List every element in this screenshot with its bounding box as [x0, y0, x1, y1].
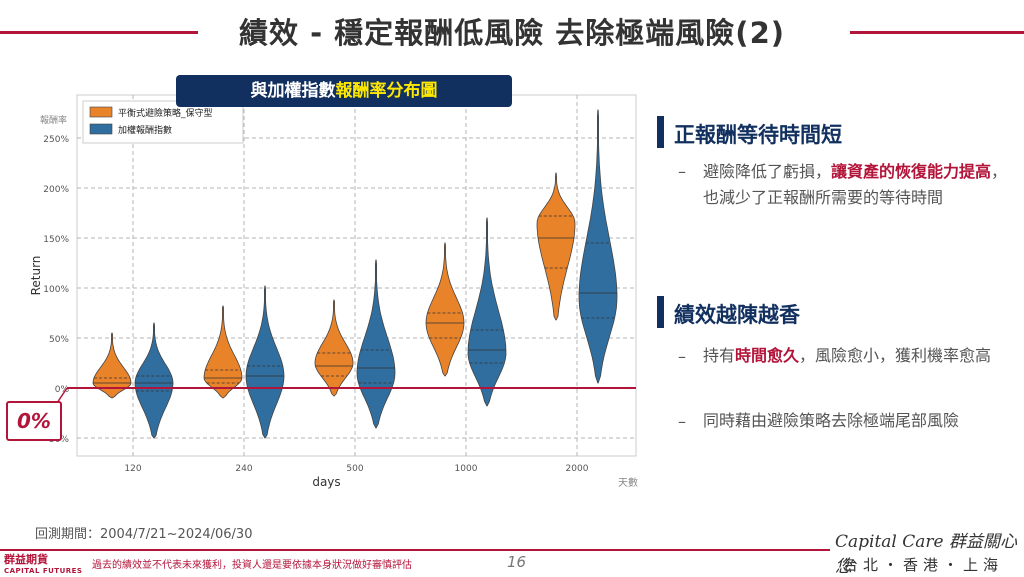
- index-violin-1000: [467, 217, 507, 407]
- x-tick-label: 240: [235, 464, 252, 474]
- brand-logo-left: 群益期貨 CAPITAL FUTURES: [4, 551, 82, 575]
- y-tick-label: 50%: [49, 335, 69, 345]
- section2-heading: 績效越陳越香: [674, 303, 800, 327]
- chart-header-part1: 與加權指數: [250, 81, 336, 101]
- page-title: 績效 - 穩定報酬低風險 去除極端風險(2): [238, 16, 785, 50]
- section2-marker: [657, 296, 664, 328]
- section1-text-b: ，也減少了正報酬所需要的等待時間: [703, 162, 1008, 207]
- section2-item1: 持有時間愈久，風險愈小，獲利機率愈高: [703, 343, 1018, 369]
- x-tick-label: 2000: [566, 464, 589, 474]
- legend-swatch: [89, 123, 113, 135]
- chart-header-part2: 報酬率分布圖: [335, 81, 438, 101]
- section2-dash-2: –: [678, 412, 686, 431]
- title-rule-right: [850, 31, 1024, 34]
- legend-label: 平衡式避險策略_保守型: [118, 107, 213, 119]
- index-violin-500: [356, 259, 396, 429]
- zero-percent-callout: 0%: [6, 401, 62, 441]
- index-violin-2000: [578, 109, 618, 384]
- strategy-violin-2000: [536, 172, 576, 321]
- y-tick-label: 0%: [55, 385, 70, 395]
- zero-callout-pointer: [56, 387, 68, 404]
- y-tick-label: 150%: [43, 235, 69, 245]
- brand-left-name: 群益期貨: [4, 553, 48, 566]
- y-tick-label: 100%: [43, 285, 69, 295]
- section2-item1-a: 持有: [703, 346, 736, 365]
- strategy-violin-120: [92, 332, 132, 399]
- section2-item1-emphasis: 時間愈久: [735, 346, 800, 365]
- section1-text: 避險降低了虧損，讓資產的恢復能力提高，也減少了正報酬所需要的等待時間: [703, 159, 1018, 211]
- section2-dash-1: –: [678, 347, 686, 366]
- section1-marker: [657, 116, 664, 148]
- chart-header: 與加權指數報酬率分布圖: [176, 75, 512, 107]
- strategy-violin-240: [203, 305, 243, 399]
- index-violin-240: [245, 285, 285, 439]
- footer-rule: [0, 549, 830, 551]
- section1-text-emphasis: 讓資產的恢復能力提高: [831, 162, 992, 181]
- section1-text-a: 避險降低了虧損，: [703, 162, 832, 181]
- brand-cities: 台北・香港・上海: [843, 556, 1004, 574]
- section1-dash: –: [678, 162, 686, 181]
- section2-item1-b: ，風險愈小，獲利機率愈高: [799, 346, 992, 365]
- x-axis-label: days: [312, 475, 340, 489]
- x-tick-label: 1000: [455, 464, 478, 474]
- strategy-violin-1000: [425, 242, 465, 377]
- y-tick-label: 250%: [43, 135, 69, 145]
- y-axis-label-zh: 報酬率: [40, 114, 67, 126]
- legend-label: 加權報酬指數: [118, 124, 172, 136]
- section1-heading: 正報酬等待時間短: [674, 123, 842, 147]
- x-axis-label-zh: 天數: [618, 476, 638, 489]
- title-rule-left: [0, 31, 198, 34]
- brand-logo-right: Capital Care 群益關心您: [835, 532, 1018, 577]
- brand-left-sub: CAPITAL FUTURES: [4, 567, 83, 575]
- y-tick-label: 200%: [43, 185, 69, 195]
- x-tick-label: 500: [346, 464, 363, 474]
- index-violin-120: [134, 322, 174, 439]
- strategy-violin-500: [314, 299, 354, 397]
- disclaimer: 過去的績效並不代表未來獲利，投資人還是要依據本身狀況做好審慎評估: [92, 560, 412, 571]
- backtest-period: 回測期間：2004/7/21~2024/06/30: [35, 527, 253, 542]
- y-axis-label: Return: [29, 256, 43, 296]
- section2-item2: 同時藉由避險策略去除極端尾部風險: [703, 411, 960, 430]
- legend-swatch: [89, 106, 113, 118]
- x-tick-label: 120: [124, 464, 141, 474]
- page-number: 16: [507, 553, 527, 571]
